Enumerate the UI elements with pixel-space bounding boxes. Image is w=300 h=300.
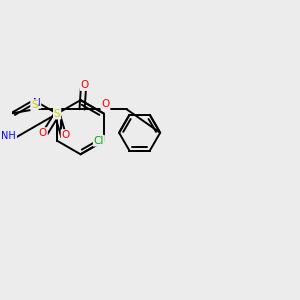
Text: S: S <box>31 100 38 110</box>
Text: N: N <box>33 98 41 108</box>
Text: S: S <box>54 109 60 119</box>
Text: O: O <box>101 99 110 109</box>
Text: O: O <box>39 128 47 138</box>
Text: O: O <box>81 80 89 90</box>
Text: O: O <box>61 130 70 140</box>
Text: NH: NH <box>2 131 16 142</box>
Text: Cl: Cl <box>94 136 104 146</box>
